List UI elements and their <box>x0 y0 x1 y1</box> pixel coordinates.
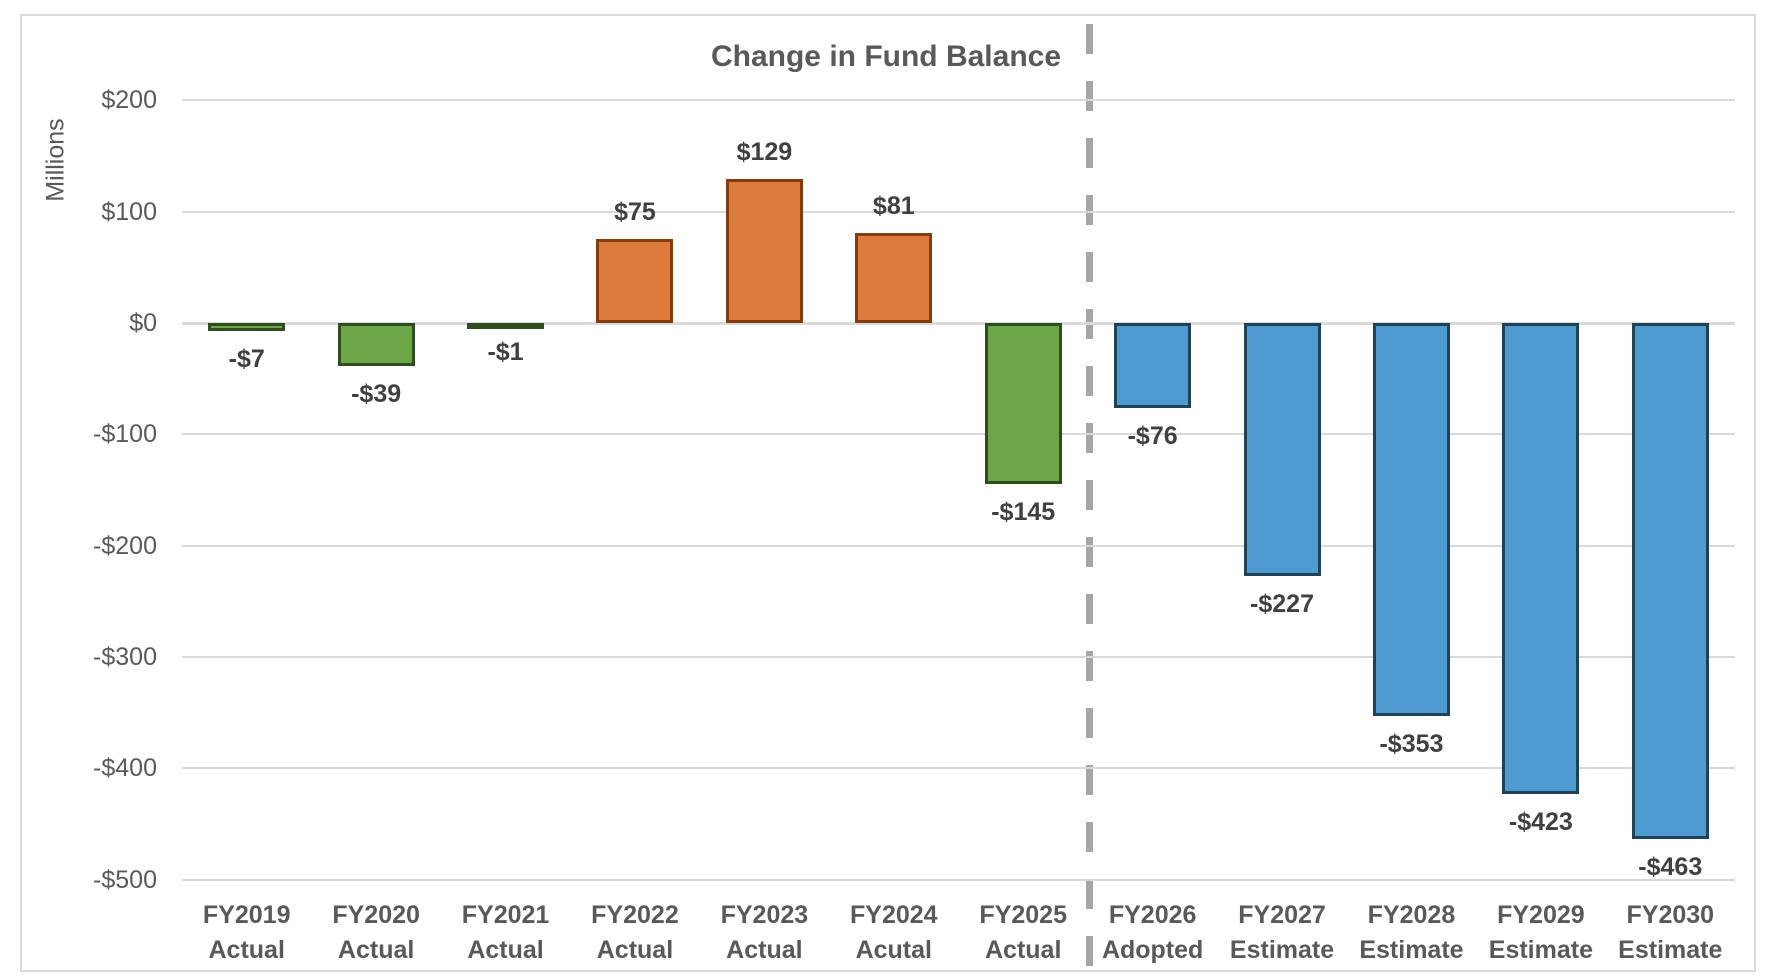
x-axis-label-line2: Estimate <box>1618 936 1723 964</box>
x-axis-label-line2: Actual <box>208 936 285 964</box>
bar-FY2023 <box>725 179 803 323</box>
x-axis-label-line1: FY2029 <box>1497 901 1585 929</box>
x-axis-label-line1: FY2021 <box>461 901 550 929</box>
data-label-FY2030: -$463 <box>1638 852 1703 881</box>
x-axis-label-line2: Adopted <box>1101 936 1204 964</box>
data-label-FY2024: $81 <box>872 191 915 220</box>
x-axis-label-FY2021: FY2021 Actual <box>441 898 571 968</box>
x-axis-label-line1: FY2028 <box>1367 901 1456 929</box>
data-label-FY2026: -$76 <box>1127 421 1178 450</box>
data-label-FY2027: -$227 <box>1250 589 1314 618</box>
x-axis-label-line1: FY2025 <box>979 901 1067 929</box>
actual-vs-estimate-divider-line <box>1086 24 1093 972</box>
data-label-FY2021: -$1 <box>487 338 524 367</box>
x-axis-label-FY2025: FY2025 Actual <box>958 898 1088 968</box>
x-axis-label-FY2027: FY2027 Estimate <box>1217 898 1347 968</box>
gridline-100 <box>182 210 1735 213</box>
y-tick-label--500: -$500 <box>93 865 157 894</box>
y-tick-label--400: -$400 <box>93 754 157 783</box>
gridline--400 <box>182 767 1735 770</box>
gridline-0 <box>182 322 1735 325</box>
chart-title: Change in Fund Balance <box>710 40 1062 73</box>
bar-FY2021 <box>467 323 545 329</box>
data-label-FY2029: -$423 <box>1508 808 1573 836</box>
bar-FY2027 <box>1243 323 1321 576</box>
bar-FY2028 <box>1372 323 1450 717</box>
gridline-200 <box>182 99 1735 102</box>
x-axis-label-line1: FY2030 <box>1626 901 1715 929</box>
gridline--300 <box>182 656 1735 659</box>
y-axis-title: Millions <box>41 118 70 202</box>
data-label-FY2022: $75 <box>614 198 656 227</box>
bar-FY2026 <box>1114 323 1192 408</box>
x-axis-label-line2: Actual <box>726 936 803 964</box>
x-axis-label-line2: Actual <box>467 936 544 964</box>
data-label-FY2019: -$7 <box>228 344 265 373</box>
x-axis-label-line2: Actual <box>596 936 674 964</box>
x-axis-label-line2: Estimate <box>1359 936 1464 964</box>
y-tick-label-0: $0 <box>129 309 157 337</box>
data-label-FY2020: -$39 <box>351 380 402 409</box>
y-tick-label--300: -$300 <box>93 643 157 672</box>
x-axis-label-FY2026: FY2026 Adopted <box>1088 898 1218 968</box>
x-axis-label-line2: Actual <box>337 936 415 964</box>
bar-FY2025 <box>984 323 1062 485</box>
gridline--100 <box>182 433 1735 436</box>
bar-FY2024 <box>855 232 933 323</box>
bar-FY2019 <box>208 323 286 331</box>
data-label-FY2025: -$145 <box>991 498 1056 527</box>
x-axis-label-FY2023: FY2023 Actual <box>699 898 829 968</box>
x-axis-label-line1: FY2026 <box>1108 901 1197 929</box>
x-axis-label-line2: Acutal <box>855 936 932 964</box>
x-axis-label-line2: Estimate <box>1229 936 1335 964</box>
bar-FY2022 <box>596 239 674 323</box>
data-label-FY2028: -$353 <box>1379 730 1444 759</box>
x-axis-label-line1: FY2022 <box>591 901 679 929</box>
x-axis-label-line2: Estimate <box>1488 936 1593 964</box>
x-axis-label-line1: FY2024 <box>850 901 938 929</box>
x-axis-label-FY2020: FY2020 Actual <box>311 898 441 968</box>
data-label-FY2023: $129 <box>736 138 793 167</box>
x-axis-label-FY2030: FY2030 Estimate <box>1605 898 1735 968</box>
x-axis-label-line1: FY2027 <box>1238 901 1326 929</box>
gridline--200 <box>182 544 1735 547</box>
bar-FY2029 <box>1502 323 1580 794</box>
y-tick-label-200: $200 <box>101 86 157 115</box>
bar-FY2020 <box>337 323 415 367</box>
bar-FY2030 <box>1631 323 1709 839</box>
chart-plot-border <box>20 14 1756 972</box>
x-axis-label-FY2022: FY2022 Actual <box>570 898 700 968</box>
gridline--500 <box>182 878 1735 881</box>
x-axis-label-FY2029: FY2029 Estimate <box>1476 898 1606 968</box>
y-tick-label--100: -$100 <box>93 420 157 449</box>
x-axis-label-FY2024: FY2024 Acutal <box>829 898 959 968</box>
y-tick-label--200: -$200 <box>93 531 157 560</box>
x-axis-label-line1: FY2020 <box>332 901 420 929</box>
x-axis-label-line1: FY2019 <box>202 901 291 929</box>
x-axis-label-FY2019: FY2019 Actual <box>182 898 312 968</box>
x-axis-label-line2: Actual <box>985 936 1062 964</box>
x-axis-label-FY2028: FY2028 Estimate <box>1346 898 1476 968</box>
x-axis-label-line1: FY2023 <box>720 901 809 929</box>
y-tick-label-100: $100 <box>101 197 157 226</box>
